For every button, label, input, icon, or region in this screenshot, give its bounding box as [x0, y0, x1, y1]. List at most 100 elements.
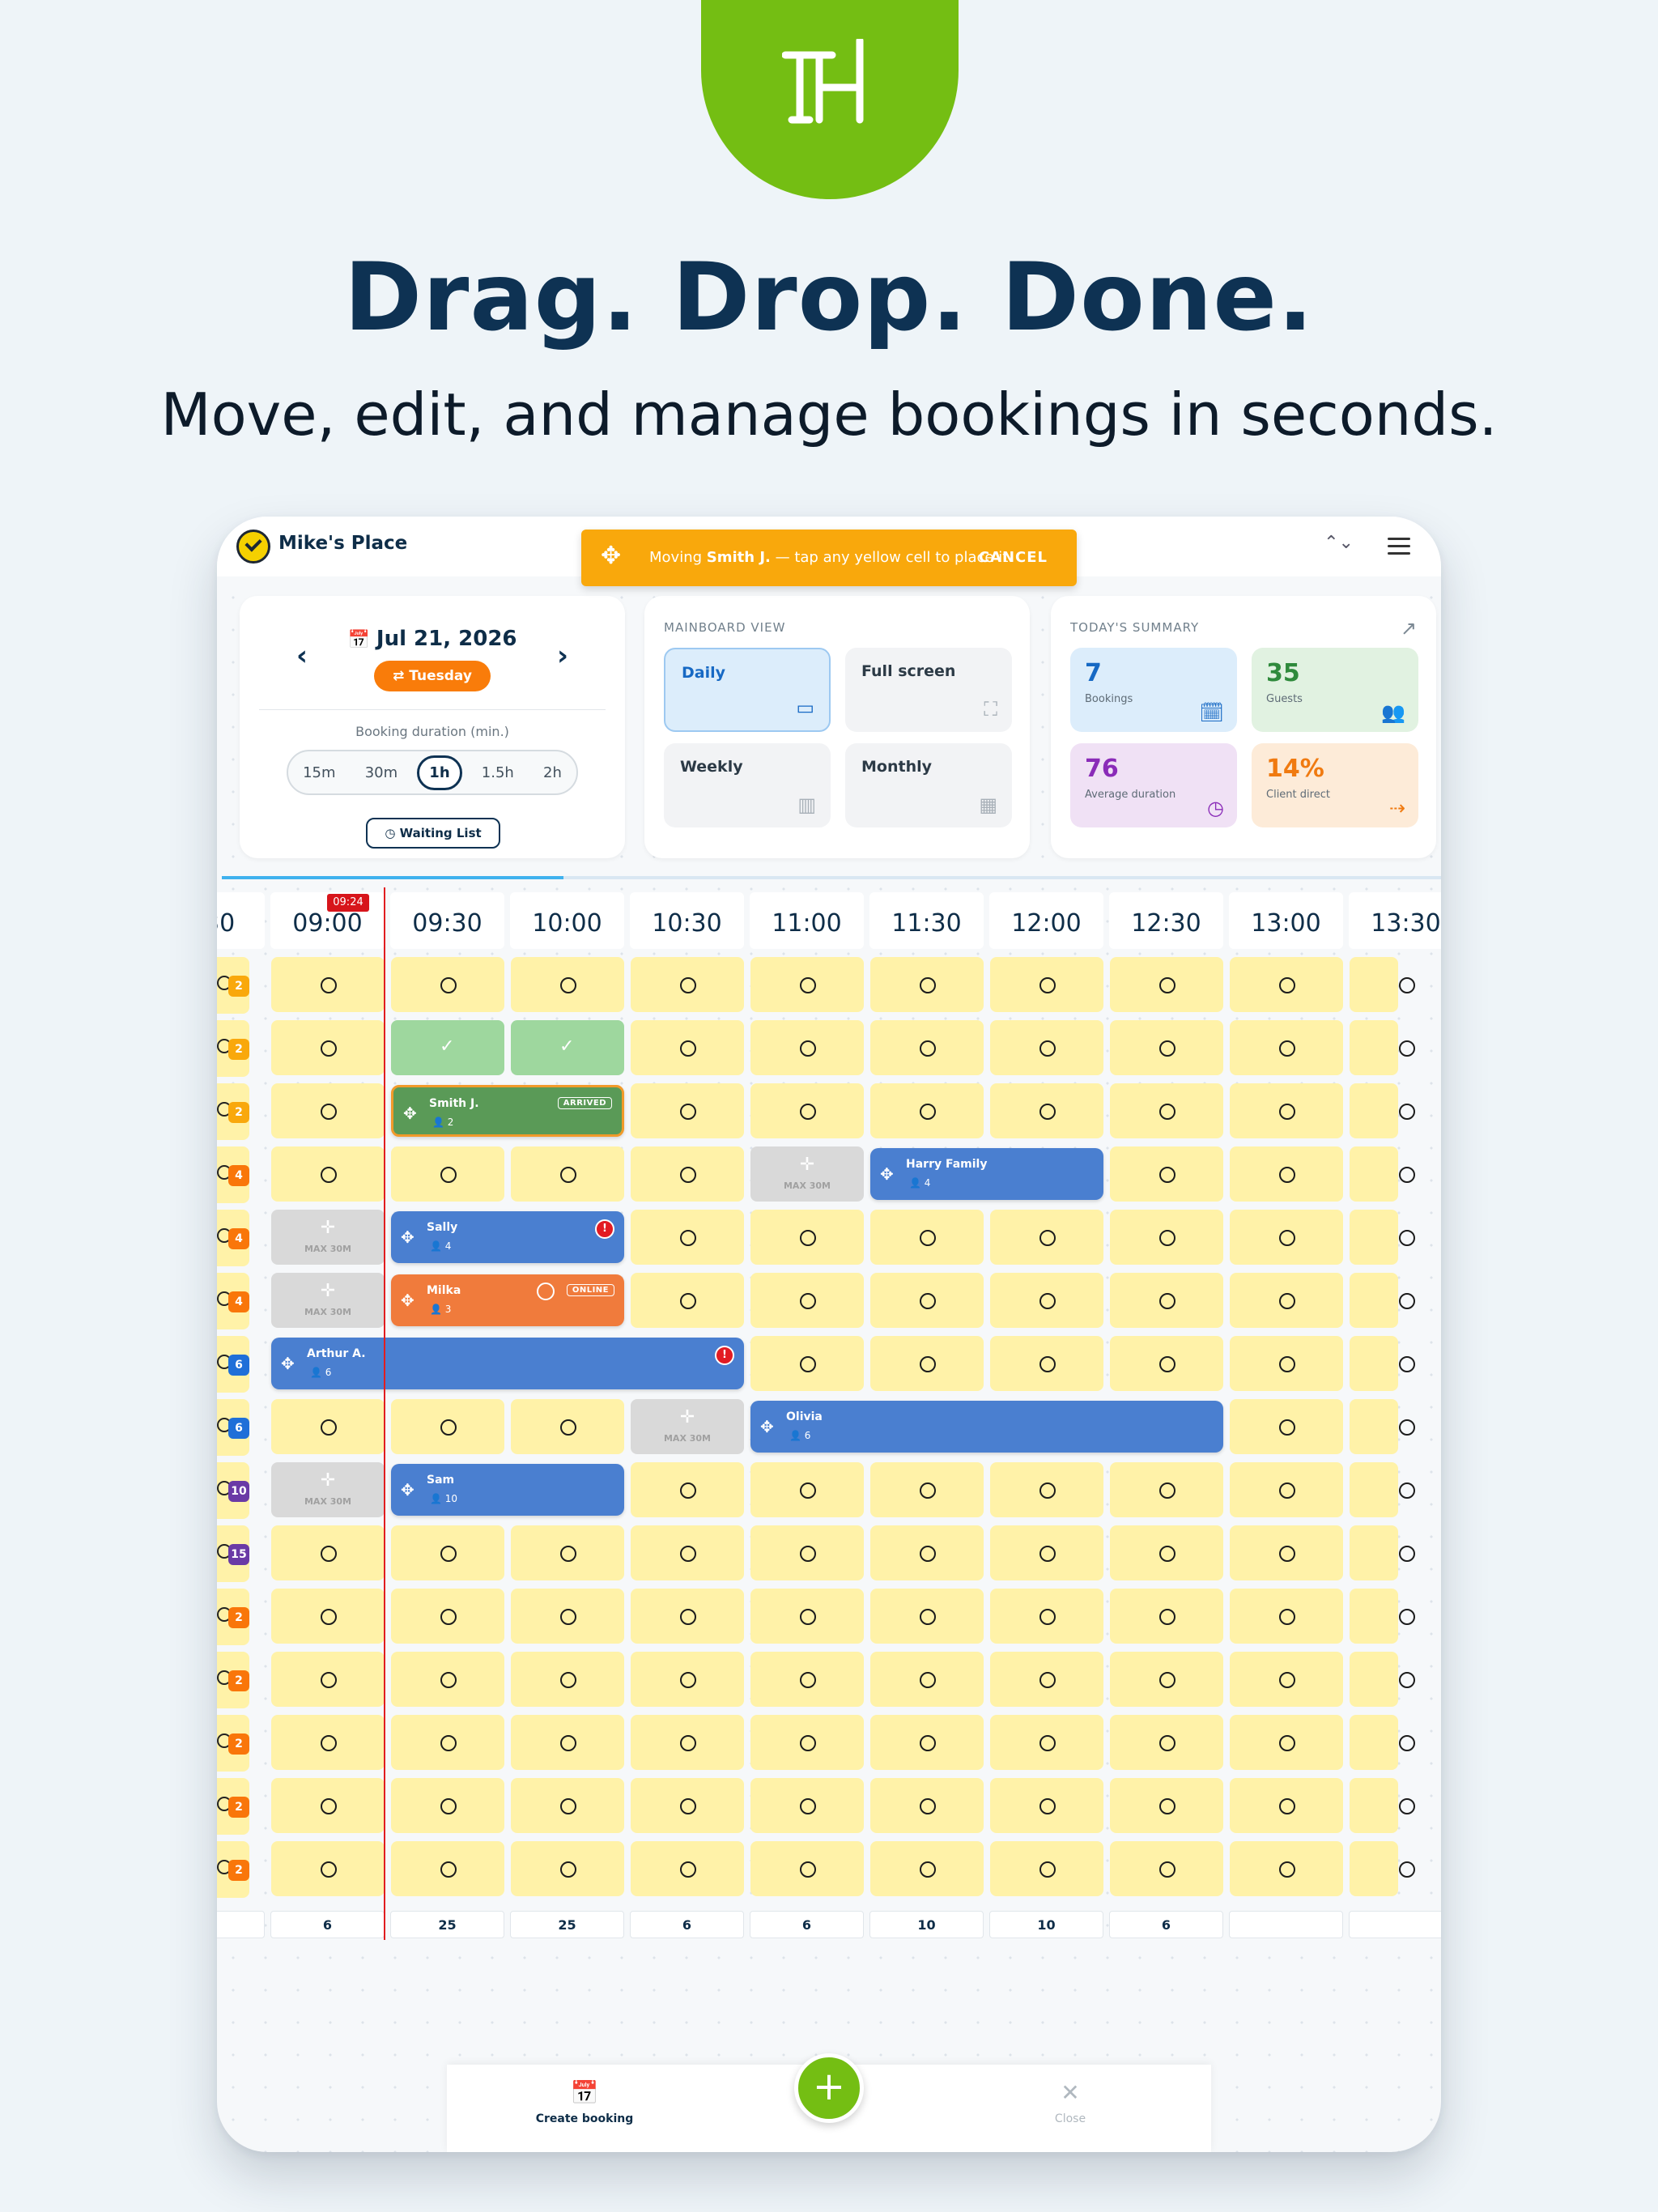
available-slot[interactable] — [990, 1778, 1103, 1833]
drag-handle-icon[interactable]: ✥ — [880, 1164, 894, 1184]
available-slot[interactable] — [1350, 1083, 1415, 1138]
booking-arthur-a[interactable]: ✥ Arthur A. 👤 6! — [271, 1338, 744, 1389]
available-slot[interactable] — [1110, 1589, 1223, 1644]
available-slot[interactable] — [1350, 1715, 1415, 1770]
booking-smith-j[interactable]: ✥ Smith J. 👤 2 ARRIVED — [391, 1085, 624, 1137]
limited-slot[interactable]: ✛ MAX 30M — [271, 1210, 385, 1265]
view-tile-full-screen[interactable]: Full screen ⛶ — [845, 648, 1012, 732]
available-slot[interactable] — [1110, 1841, 1223, 1896]
available-slot[interactable] — [1230, 1020, 1343, 1075]
available-slot[interactable] — [631, 1525, 744, 1580]
drag-handle-icon[interactable]: ✥ — [401, 1227, 414, 1247]
available-slot[interactable] — [1230, 1778, 1343, 1833]
available-slot[interactable] — [1350, 1336, 1415, 1391]
limited-slot[interactable]: ✛ MAX 30M — [271, 1273, 385, 1328]
drag-handle-icon[interactable]: ✥ — [401, 1291, 414, 1310]
available-slot[interactable] — [1350, 1210, 1415, 1265]
available-slot[interactable] — [1230, 1399, 1343, 1454]
available-slot[interactable] — [391, 1146, 504, 1202]
available-slot[interactable] — [870, 1273, 984, 1328]
cancel-move-button[interactable]: CANCEL — [978, 549, 1048, 566]
available-slot[interactable] — [1230, 1652, 1343, 1707]
available-slot[interactable] — [990, 1462, 1103, 1517]
available-slot[interactable] — [990, 1273, 1103, 1328]
available-slot[interactable] — [1110, 1715, 1223, 1770]
available-slot[interactable] — [1350, 1778, 1415, 1833]
available-slot[interactable] — [1230, 1083, 1343, 1138]
available-slot[interactable] — [1230, 1841, 1343, 1896]
available-slot[interactable] — [1230, 1210, 1343, 1265]
available-slot[interactable] — [1110, 1273, 1223, 1328]
available-slot[interactable] — [631, 1020, 744, 1075]
available-slot[interactable] — [870, 1841, 984, 1896]
available-slot[interactable] — [870, 1083, 984, 1138]
available-slot[interactable] — [631, 1778, 744, 1833]
available-slot[interactable] — [1350, 1146, 1415, 1202]
view-tile-weekly[interactable]: Weekly ▥ — [664, 743, 831, 827]
available-slot[interactable] — [750, 1462, 864, 1517]
available-slot[interactable] — [271, 957, 385, 1012]
drag-handle-icon[interactable]: ✥ — [401, 1480, 414, 1499]
available-slot[interactable] — [750, 1336, 864, 1391]
available-slot[interactable] — [271, 1083, 385, 1138]
available-slot[interactable] — [990, 1210, 1103, 1265]
available-slot[interactable] — [391, 1652, 504, 1707]
available-slot[interactable] — [1230, 1336, 1343, 1391]
available-slot[interactable] — [1350, 1841, 1415, 1896]
available-slot[interactable] — [631, 1841, 744, 1896]
create-booking-button[interactable]: 📅 Create booking — [504, 2079, 665, 2125]
available-slot[interactable] — [631, 957, 744, 1012]
available-slot[interactable] — [870, 1715, 984, 1770]
available-slot[interactable] — [511, 1841, 624, 1896]
available-slot[interactable] — [1110, 1778, 1223, 1833]
available-slot[interactable] — [1230, 1525, 1343, 1580]
duration-option[interactable]: 1.5h — [481, 764, 514, 781]
available-slot[interactable] — [511, 1589, 624, 1644]
duration-option[interactable]: 30m — [364, 764, 398, 781]
available-slot[interactable] — [511, 1146, 624, 1202]
available-slot[interactable] — [870, 1525, 984, 1580]
available-slot[interactable] — [870, 1210, 984, 1265]
available-slot[interactable] — [750, 1210, 864, 1265]
drag-handle-icon[interactable]: ✥ — [760, 1417, 774, 1436]
available-slot[interactable] — [631, 1210, 744, 1265]
booking-sally[interactable]: ✥ Sally 👤 4! — [391, 1211, 624, 1263]
drag-handle-icon[interactable]: ✥ — [403, 1104, 417, 1123]
available-slot[interactable] — [990, 1336, 1103, 1391]
available-slot[interactable] — [1110, 1020, 1223, 1075]
available-slot[interactable] — [271, 1399, 385, 1454]
available-slot[interactable] — [750, 1841, 864, 1896]
available-slot[interactable] — [990, 1841, 1103, 1896]
available-slot[interactable] — [511, 1652, 624, 1707]
available-slot[interactable] — [990, 1652, 1103, 1707]
duration-option[interactable]: 15m — [303, 764, 336, 781]
limited-slot[interactable]: ✛ MAX 30M — [271, 1462, 385, 1517]
available-slot[interactable] — [271, 1652, 385, 1707]
booking-olivia[interactable]: ✥ Olivia 👤 6 — [750, 1401, 1223, 1453]
available-slot[interactable] — [1350, 1273, 1415, 1328]
available-slot[interactable] — [750, 957, 864, 1012]
available-slot[interactable] — [750, 1083, 864, 1138]
available-slot[interactable] — [391, 1715, 504, 1770]
available-slot[interactable] — [870, 957, 984, 1012]
available-slot[interactable] — [271, 1589, 385, 1644]
available-slot[interactable] — [631, 1652, 744, 1707]
available-slot[interactable] — [1110, 1146, 1223, 1202]
available-slot[interactable] — [1230, 1589, 1343, 1644]
available-slot[interactable] — [990, 1589, 1103, 1644]
available-slot[interactable] — [750, 1652, 864, 1707]
available-slot[interactable] — [1110, 1336, 1223, 1391]
available-slot[interactable] — [990, 1715, 1103, 1770]
available-slot[interactable] — [1110, 1083, 1223, 1138]
available-slot[interactable] — [870, 1020, 984, 1075]
available-slot[interactable] — [511, 1399, 624, 1454]
available-slot[interactable] — [631, 1462, 744, 1517]
view-tile-daily[interactable]: Daily ▭ — [664, 648, 831, 732]
add-booking-fab[interactable]: + — [794, 2053, 864, 2123]
available-slot[interactable] — [271, 1778, 385, 1833]
available-slot[interactable] — [870, 1778, 984, 1833]
available-slot[interactable] — [1110, 1525, 1223, 1580]
available-slot[interactable] — [391, 1399, 504, 1454]
weekday-badge[interactable]: ⇄ Tuesday — [374, 661, 491, 691]
open-external-icon[interactable]: ↗ — [1400, 617, 1417, 640]
